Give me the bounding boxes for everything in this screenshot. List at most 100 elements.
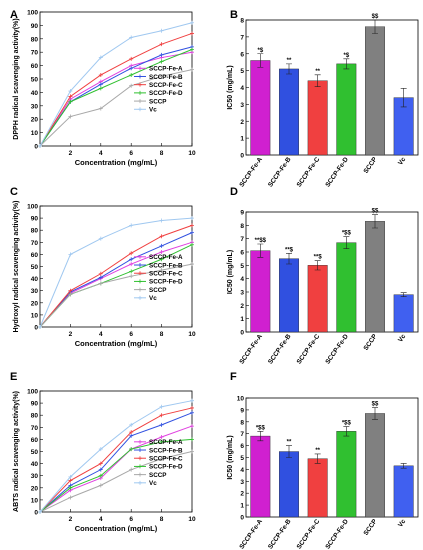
bar-chart-F: F012345678910IC50 (mg/mL)*$$SCCP-Fe-A**S…: [227, 371, 418, 550]
legend-marker: [138, 464, 142, 468]
data-point: [190, 216, 194, 220]
y-tick-label: 100: [27, 204, 38, 211]
y-tick-label: 60: [31, 252, 39, 259]
y-tick-label: 3: [240, 102, 244, 109]
bar-vc: [394, 466, 413, 517]
x-tick-label: 8: [160, 150, 164, 157]
significance-label: **$$: [255, 238, 267, 244]
data-point: [160, 423, 164, 427]
data-point: [190, 437, 194, 441]
legend-marker: [138, 481, 142, 485]
y-tick-label: 5: [240, 263, 244, 270]
legend-label: Vc: [149, 107, 157, 114]
bar-sccp: [365, 413, 384, 517]
significance-label: $$: [372, 402, 379, 408]
bar-sccp-fe-a: [251, 61, 270, 156]
y-tick-label: 100: [27, 389, 38, 396]
data-point: [68, 252, 72, 256]
category-label: SCCP: [363, 156, 379, 175]
y-tick-label: 90: [31, 401, 39, 408]
y-tick-label: 4: [240, 467, 244, 474]
plot-frame: [246, 212, 418, 332]
y-tick-label: 60: [31, 63, 39, 70]
category-label: Vc: [397, 333, 408, 344]
y-tick-label: 7: [240, 34, 244, 41]
y-tick-label: 8: [240, 18, 244, 25]
legend-label: SCCP: [149, 98, 167, 105]
data-point: [129, 269, 133, 273]
y-tick-label: 90: [31, 23, 39, 30]
category-label: SCCP: [363, 333, 379, 352]
y-tick-label: 100: [27, 10, 38, 17]
panel-label: E: [10, 371, 17, 383]
data-point: [190, 406, 194, 410]
significance-label: *$$: [342, 421, 352, 427]
bar-sccp-fe-c: [308, 265, 327, 332]
data-point: [190, 411, 194, 415]
x-tick-label: 2: [69, 516, 73, 523]
y-axis-label: Hydroxyl radical scavenging activity(%): [13, 201, 20, 333]
data-point: [160, 244, 164, 248]
legend-label: SCCP-Fe-B: [149, 74, 183, 81]
legend-marker: [138, 91, 142, 95]
data-point: [190, 424, 194, 428]
y-tick-label: 20: [31, 485, 39, 492]
x-tick-label: 10: [188, 150, 196, 157]
x-tick-label: 8: [160, 331, 164, 338]
category-label: SCCP-Fe-D: [324, 156, 350, 189]
category-label: SCCP-Fe-D: [324, 333, 350, 366]
data-point: [68, 495, 72, 499]
bar-sccp-fe-b: [279, 69, 298, 155]
y-tick-label: 70: [31, 50, 39, 57]
y-tick-label: 40: [31, 461, 39, 468]
y-tick-label: 2: [240, 119, 244, 126]
x-axis-label: Concentration (mg/mL): [75, 158, 158, 167]
category-label: SCCP-Fe-D: [324, 518, 350, 550]
data-point: [160, 29, 164, 33]
data-point: [160, 219, 164, 223]
y-tick-label: 40: [31, 90, 39, 97]
legend-label: SCCP-Fe-B: [149, 447, 183, 454]
data-point: [99, 86, 103, 90]
legend-marker: [138, 279, 142, 283]
data-point: [190, 450, 194, 454]
x-tick-label: 4: [99, 331, 103, 338]
y-tick-label: 50: [31, 264, 39, 271]
y-tick-label: 70: [31, 240, 39, 247]
x-tick-label: 10: [188, 331, 196, 338]
category-label: SCCP-Fe-A: [238, 333, 264, 366]
y-tick-label: 6: [240, 443, 244, 450]
data-point: [160, 53, 164, 57]
significance-label: *$$: [342, 231, 352, 237]
data-point: [129, 73, 133, 77]
plot-frame: [246, 398, 418, 517]
significance-label: *$$: [256, 425, 266, 431]
y-tick-label: 50: [31, 449, 39, 456]
bar-sccp: [365, 221, 384, 332]
y-tick-label: 30: [31, 288, 39, 295]
legend-marker: [138, 440, 142, 444]
significance-label: *$: [343, 53, 349, 59]
legend-marker: [138, 288, 142, 292]
bar-chart-B: B012345678IC50 (mg/mL)*$SCCP-Fe-A**SCCP-…: [227, 9, 418, 189]
y-tick-label: 10: [237, 396, 245, 403]
legend-marker: [138, 473, 142, 477]
category-label: SCCP-Fe-A: [238, 156, 264, 189]
bar-sccp-fe-d: [337, 243, 356, 332]
category-label: SCCP-Fe-B: [267, 156, 293, 189]
legend-label: SCCP-Fe-D: [149, 90, 183, 97]
x-axis-label: Concentration (mg/mL): [75, 339, 158, 348]
significance-label: $$: [372, 209, 379, 215]
y-axis-label: ABTS radical scavenging activity(%): [13, 391, 20, 512]
legend-label: SCCP: [149, 287, 167, 294]
data-point: [129, 274, 133, 278]
legend-marker: [138, 296, 142, 300]
legend-marker: [138, 74, 142, 78]
data-point: [190, 223, 194, 227]
y-tick-label: 0: [240, 153, 244, 160]
data-point: [129, 57, 133, 61]
y-tick-label: 6: [240, 250, 244, 257]
y-tick-label: 1: [240, 316, 244, 323]
y-tick-label: 3: [240, 479, 244, 486]
significance-label: **: [315, 448, 320, 454]
